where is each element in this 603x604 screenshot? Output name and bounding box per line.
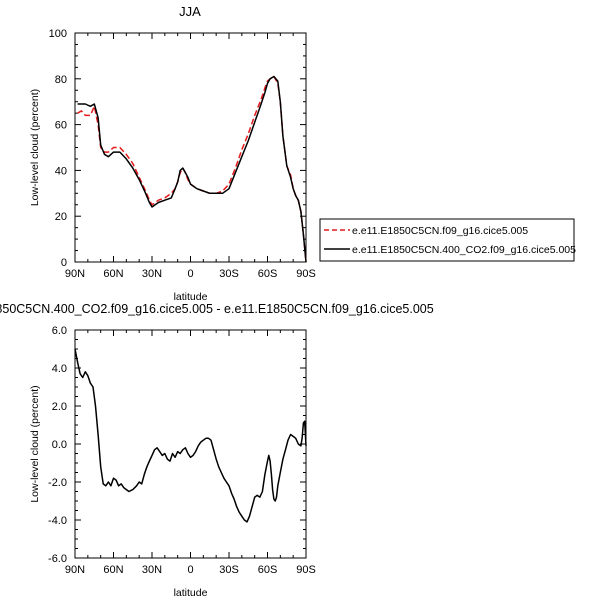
- x-tick-label: 30S: [219, 268, 239, 280]
- x-tick-label: 60N: [103, 268, 123, 280]
- x-tick-label: 30N: [142, 564, 162, 576]
- legend-box: [319, 218, 575, 262]
- legend-label: e.e11.E1850C5CN.400_CO2.f09_g16.cice5.00…: [352, 244, 576, 256]
- x-tick-label: 0: [187, 268, 193, 280]
- series-line-2: [77, 75, 307, 263]
- chart-title: e.e11.E1850C5CN.400_CO2.f09_g16.cice5.00…: [0, 302, 434, 316]
- y-tick-label: 40: [55, 165, 67, 177]
- x-tick-label: 0: [187, 564, 193, 576]
- y-tick-label: -2.0: [48, 477, 67, 489]
- x-axis-label: latitude: [174, 291, 208, 303]
- x-tick-label: 60S: [258, 564, 278, 576]
- y-tick-label: -6.0: [48, 553, 67, 565]
- y-tick-label: 4.0: [52, 363, 67, 375]
- y-tick-label: 0.0: [52, 439, 67, 451]
- x-axis-label: latitude: [174, 587, 208, 599]
- y-tick-label: 20: [55, 211, 67, 223]
- x-tick-label: 90N: [65, 564, 85, 576]
- y-tick-label: 0: [61, 257, 67, 269]
- series-line-1: [74, 348, 307, 523]
- y-axis-label: Low-level cloud (percent): [29, 89, 41, 206]
- x-tick-label: 30N: [142, 268, 162, 280]
- y-tick-label: 2.0: [52, 401, 67, 413]
- x-tick-label: 90S: [296, 268, 316, 280]
- x-tick-label: 90S: [296, 564, 316, 576]
- chart-title: JJA: [179, 4, 201, 19]
- y-tick-label: -4.0: [48, 515, 67, 527]
- series-line-1: [77, 75, 307, 263]
- y-tick-label: 100: [49, 28, 67, 40]
- y-tick-label: 80: [55, 74, 67, 86]
- x-tick-label: 60S: [258, 268, 278, 280]
- legend-label: e.e11.E1850C5CN.f09_g16.cice5.005: [352, 225, 528, 237]
- x-tick-label: 90N: [65, 268, 85, 280]
- y-tick-label: 60: [55, 120, 67, 132]
- plot-frame: [74, 329, 307, 559]
- plot-frame: [74, 32, 307, 263]
- x-tick-label: 60N: [103, 564, 123, 576]
- y-axis-label: Low-level cloud (percent): [29, 385, 41, 502]
- x-tick-label: 30S: [219, 564, 239, 576]
- y-tick-label: 6.0: [52, 325, 67, 337]
